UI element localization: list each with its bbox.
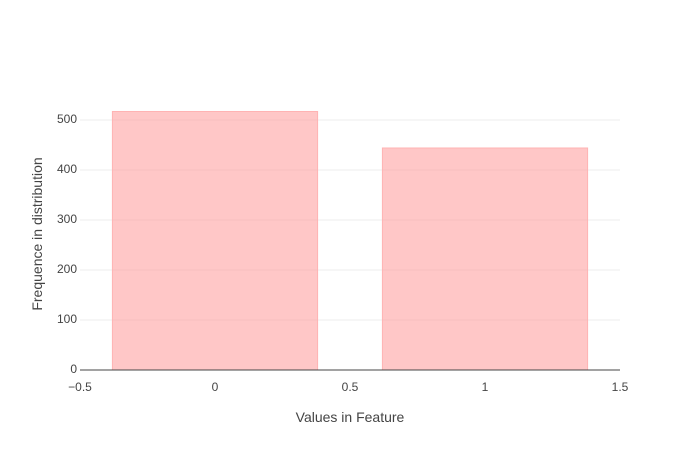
y-axis-ticks: 0 100 200 300 400 500	[57, 112, 77, 376]
y-tick-label: 200	[57, 262, 77, 276]
y-tick-label: 400	[57, 162, 77, 176]
x-tick-label: 0	[212, 380, 219, 394]
x-axis-ticks: −0.5 0 0.5 1 1.5	[68, 380, 629, 394]
y-tick-label: 0	[70, 362, 77, 376]
y-tick-label: 100	[57, 312, 77, 326]
x-tick-label: 0.5	[342, 380, 359, 394]
y-axis-title: Frequence in distribution	[29, 157, 45, 310]
y-tick-label: 500	[57, 112, 77, 126]
bar-1	[381, 147, 589, 371]
x-tick-label: 1	[482, 380, 489, 394]
x-tick-label: 1.5	[612, 380, 629, 394]
x-tick-label: −0.5	[68, 380, 92, 394]
bars	[111, 111, 589, 371]
y-tick-label: 300	[57, 212, 77, 226]
x-axis-title: Values in Feature	[296, 409, 405, 425]
bar-0	[111, 111, 319, 371]
